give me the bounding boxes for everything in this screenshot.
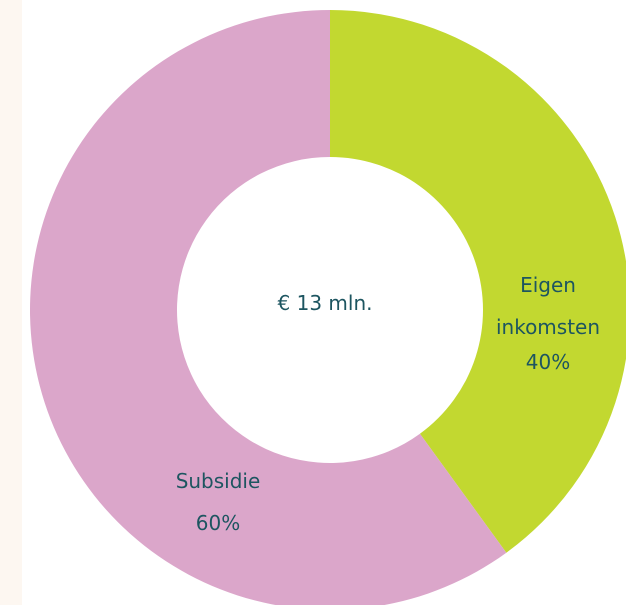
- slice-label-eigen-line-1: Eigen: [520, 273, 576, 297]
- slice-label-subsidie: Subsidie 60%: [176, 469, 261, 535]
- slice-value-eigen-inkomsten: 40%: [526, 350, 570, 374]
- side-strip: [0, 0, 22, 605]
- slice-value-subsidie: 60%: [196, 511, 240, 535]
- slice-label-eigen-line-2: inkomsten: [496, 315, 600, 339]
- slice-subsidie: [30, 10, 507, 605]
- slice-label-eigen-inkomsten: Eigen inkomsten 40%: [496, 273, 600, 374]
- slices-group: [30, 10, 626, 605]
- slice-eigen-inkomsten: [330, 10, 626, 553]
- center-total-label: € 13 mln.: [278, 291, 373, 315]
- slice-label-subsidie-line-1: Subsidie: [176, 469, 261, 493]
